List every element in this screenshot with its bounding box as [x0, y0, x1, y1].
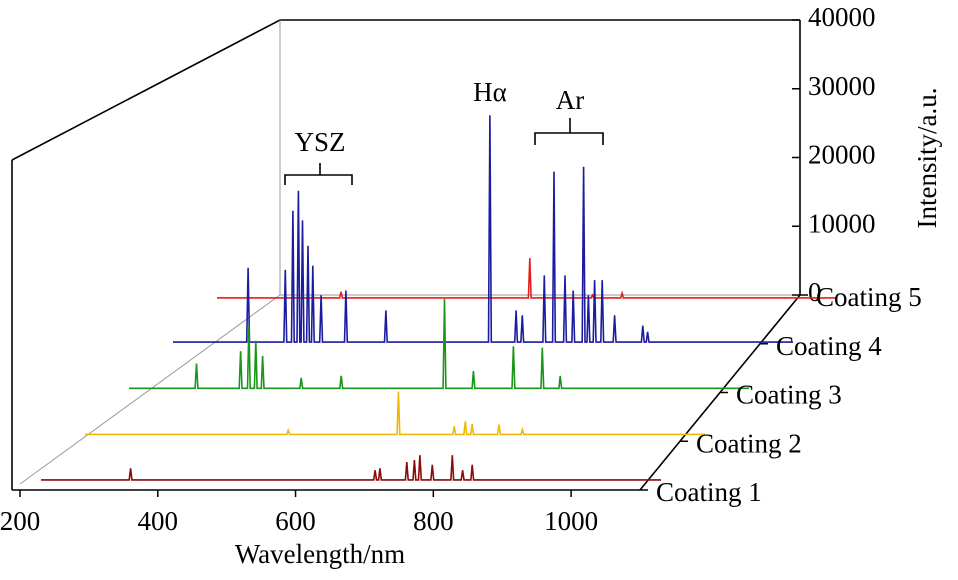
legend-label: Coating 5 — [816, 282, 922, 312]
y-tick-label: 0 — [808, 277, 822, 307]
legend-label: Coating 3 — [736, 380, 842, 410]
legend-label: Coating 2 — [696, 428, 802, 458]
annotation: Hα — [473, 77, 507, 107]
y-tick-label: 20000 — [808, 140, 876, 170]
x-tick-label: 200 — [0, 506, 40, 536]
spectrum-line — [85, 391, 705, 436]
ysz-bracket — [284, 174, 353, 185]
x-axis-label: Wavelength/nm — [235, 539, 405, 569]
frame-top — [11, 19, 800, 161]
x-tick-label: 400 — [138, 506, 179, 536]
y-tick-label: 30000 — [808, 71, 876, 101]
ar-bracket — [534, 132, 604, 145]
annotation: YSZ — [294, 127, 345, 157]
spectrum-line — [129, 298, 749, 390]
legend-label: Coating 4 — [776, 331, 882, 361]
y-axis-label: Intensity/a.u. — [912, 88, 942, 229]
annotation: Ar — [556, 85, 585, 115]
spectrum-line — [41, 455, 661, 481]
x-tick-label: 800 — [413, 506, 454, 536]
floor-left-edge — [19, 294, 281, 485]
frame — [11, 19, 801, 491]
y-tick-label: 10000 — [808, 208, 876, 238]
x-tick-label: 600 — [275, 506, 316, 536]
legend-label: Coating 1 — [656, 477, 762, 507]
x-tick-label: 1000 — [544, 506, 598, 536]
y-tick-label: 40000 — [808, 2, 876, 32]
spectrum-line — [173, 115, 793, 343]
spectrum-line — [217, 258, 837, 299]
